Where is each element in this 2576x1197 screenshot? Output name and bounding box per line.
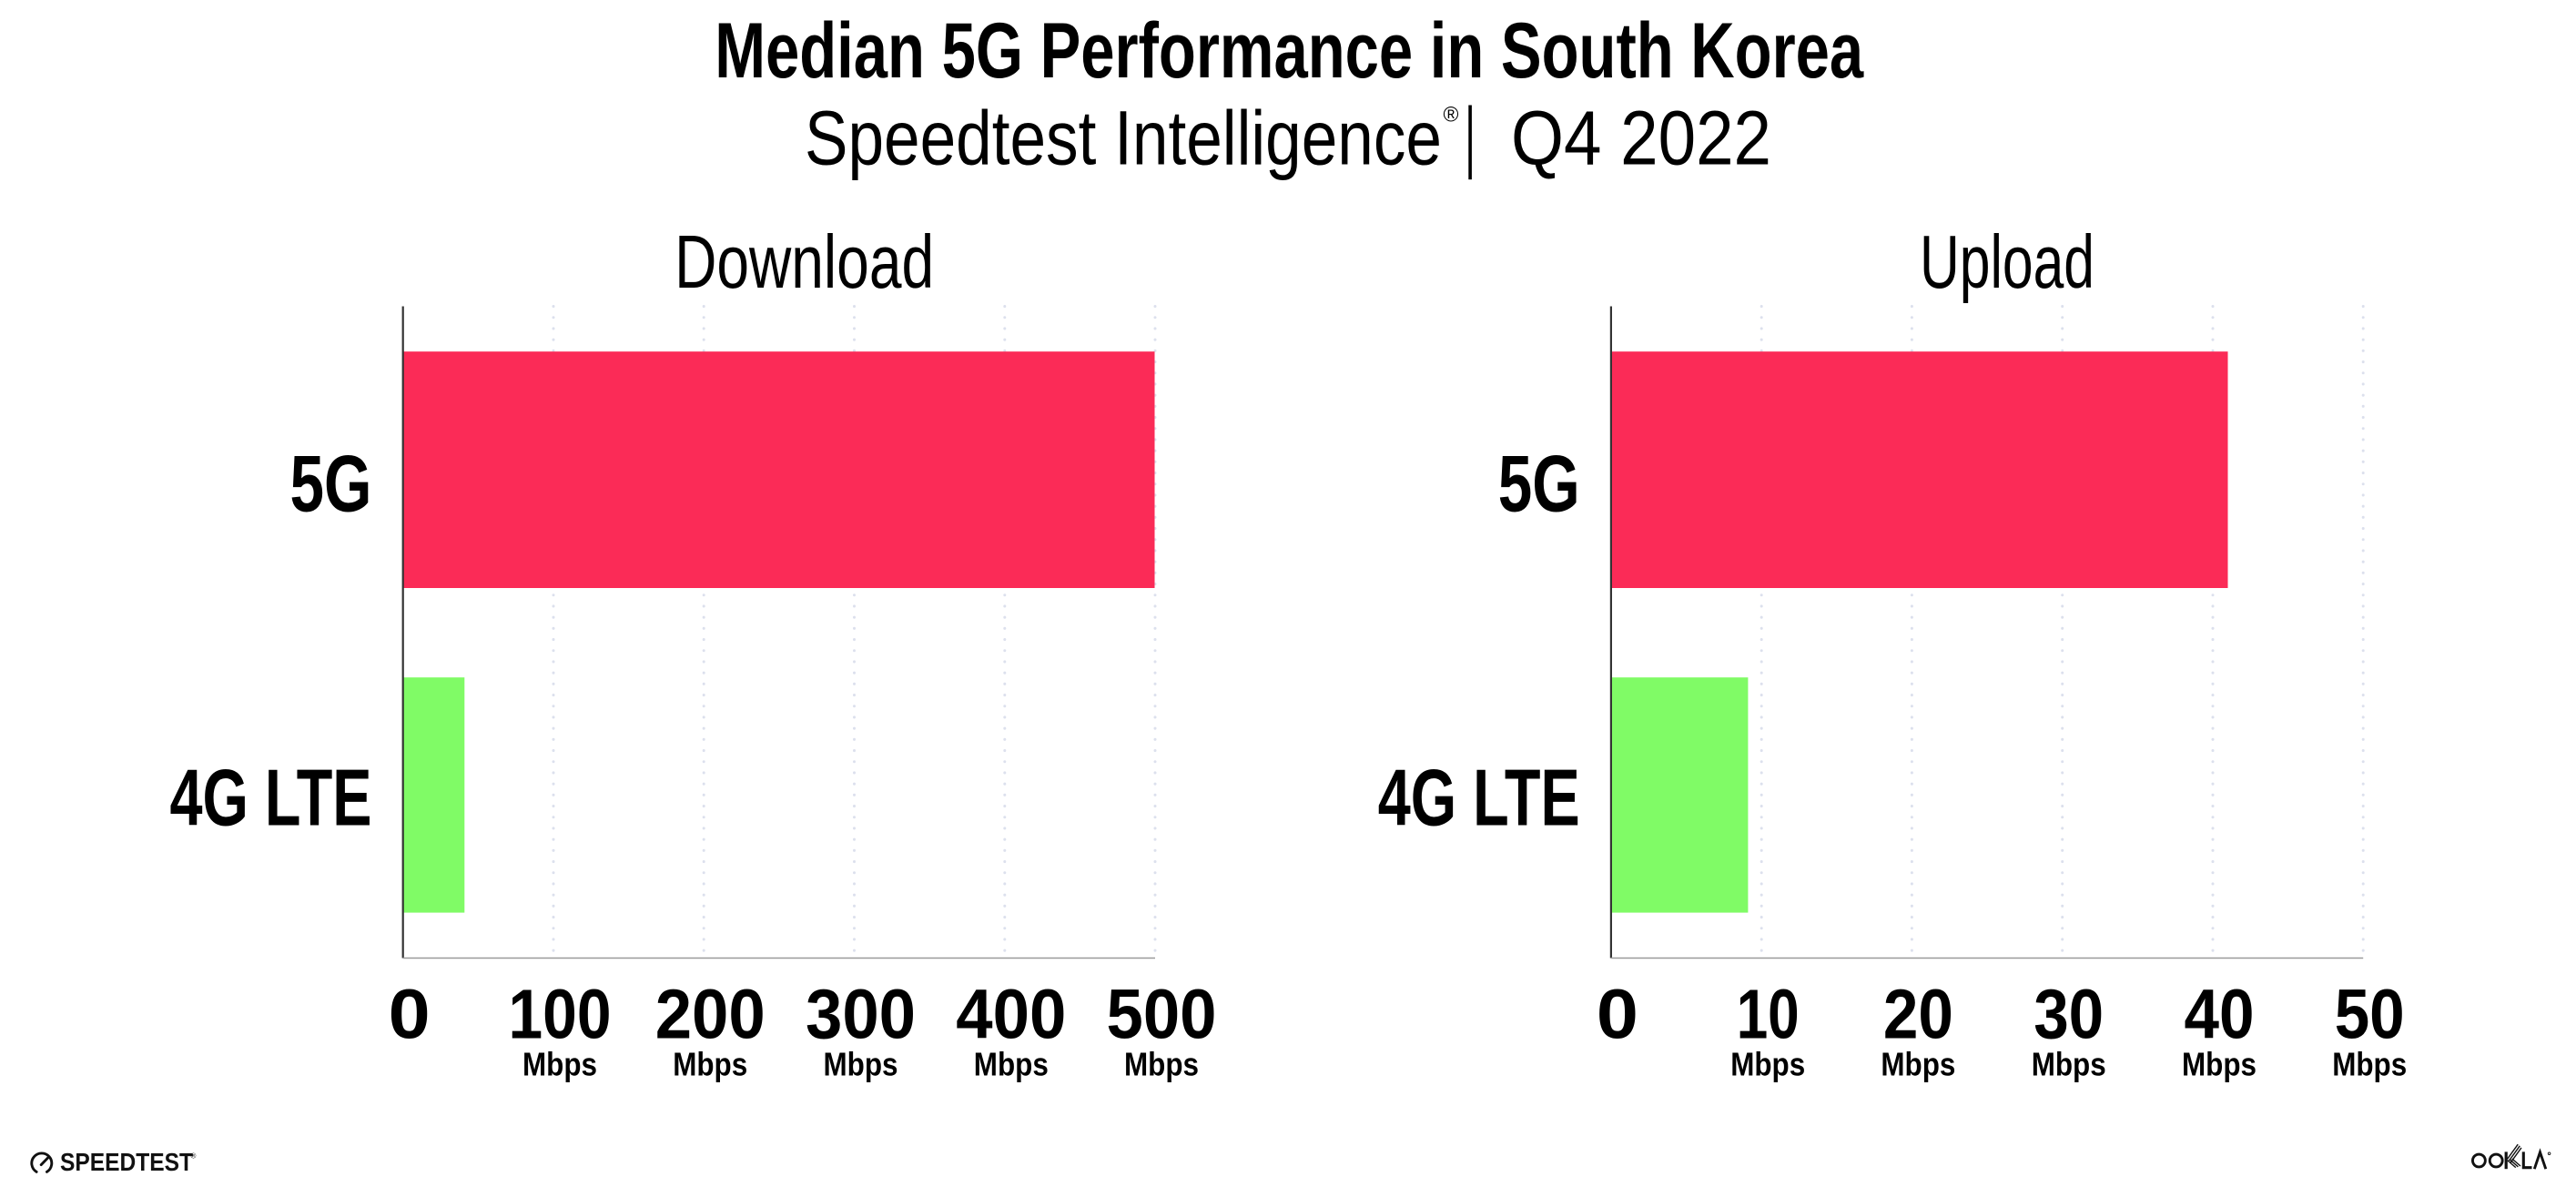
svg-text:4G LTE: 4G LTE [1378, 753, 1580, 843]
svg-text:500: 500 [1107, 975, 1217, 1053]
svg-text:Mbps: Mbps [1730, 1046, 1805, 1083]
svg-text:Download: Download [674, 219, 934, 304]
svg-text:0: 0 [1597, 975, 1638, 1053]
svg-text:Mbps: Mbps [2332, 1046, 2407, 1083]
svg-text:Mbps: Mbps [522, 1046, 597, 1083]
svg-text:10: 10 [1737, 975, 1800, 1053]
svg-text:5G: 5G [1498, 439, 1580, 529]
svg-text:Upload: Upload [1920, 219, 2094, 304]
svg-text:100: 100 [509, 975, 612, 1053]
svg-text:5G: 5G [290, 439, 372, 529]
svg-text:30: 30 [2033, 975, 2104, 1053]
svg-text:Mbps: Mbps [1124, 1046, 1199, 1083]
svg-text:Mbps: Mbps [673, 1046, 747, 1083]
svg-text:40: 40 [2185, 975, 2255, 1053]
svg-text:300: 300 [806, 975, 916, 1053]
svg-text:200: 200 [655, 975, 766, 1053]
svg-text:SPEEDTEST: SPEEDTEST [60, 1148, 193, 1176]
svg-text:Mbps: Mbps [2032, 1046, 2106, 1083]
svg-text:®: ® [191, 1152, 197, 1161]
svg-text:Median 5G Performance in South: Median 5G Performance in South Korea [715, 7, 1864, 95]
svg-text:20: 20 [1883, 975, 1953, 1053]
svg-text:Mbps: Mbps [974, 1046, 1049, 1083]
svg-text:®: ® [1444, 103, 1459, 127]
svg-text:Mbps: Mbps [2182, 1046, 2257, 1083]
svg-text:4G LTE: 4G LTE [170, 753, 372, 843]
svg-text:Q4 2022: Q4 2022 [1511, 96, 1771, 181]
svg-text:Mbps: Mbps [1881, 1046, 1955, 1083]
svg-text:Speedtest Intelligence: Speedtest Intelligence [805, 96, 1442, 181]
svg-text:400: 400 [956, 975, 1066, 1053]
svg-text:Mbps: Mbps [824, 1046, 898, 1083]
svg-text:50: 50 [2335, 975, 2405, 1053]
svg-text:0: 0 [389, 975, 431, 1053]
